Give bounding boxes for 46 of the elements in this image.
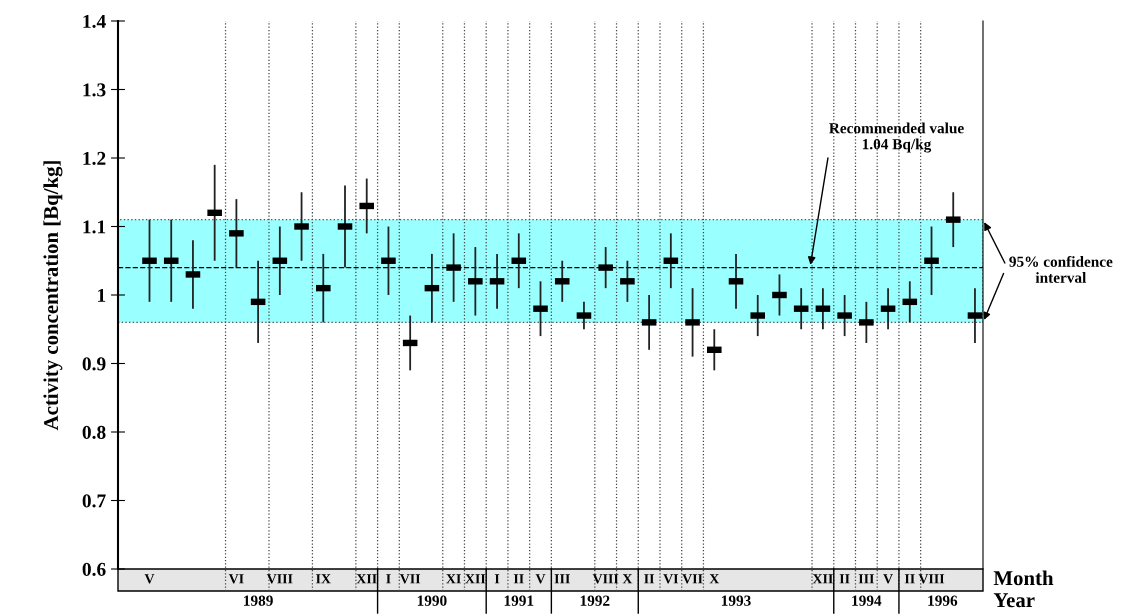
text: Year [993,593,1035,608]
x-tick-label: II [513,574,524,584]
text: 1989 [244,595,273,606]
y-tick-label: 0.9 [82,357,106,371]
x-tick-label: V [144,574,155,584]
text: 1990 [417,595,447,606]
x-tick-label: II [644,574,655,584]
text: 1994 [852,595,882,606]
text: 1992 [580,595,610,606]
x-tick-label: XII [812,574,833,584]
y-tick-label: 0.7 [82,494,106,508]
x-axis-title: Month [993,570,1054,586]
ref-line-label: Recommended value 1.04 Bq/kg [829,122,964,153]
y-tick-label: 1.1 [83,220,106,234]
y-tick-label: 1 [98,288,106,302]
x-tick-label: VI [663,574,679,584]
x-tick-label: VIII [266,574,293,584]
x-tick-label: VII [682,574,703,584]
x-tick-label: XII [465,574,486,584]
y-axis-title: Activity concentration [Bq/kg] [43,161,63,431]
x-tick-label: VIII [592,574,619,584]
y-tick-label: 0.8 [82,425,106,440]
x-tick-label: I [494,574,500,584]
x-tick-label: VI [228,574,244,584]
x-tick-label: II [904,574,915,584]
x-tick-label: VII [399,574,421,584]
y-tick-label: 1.4 [83,14,106,29]
y-tick-label: 1.2 [83,151,106,166]
text: 1991 [504,595,534,606]
x-tick-label: X [622,574,633,584]
band-label: 95% confidence interval [1009,255,1113,283]
y-tick-label: 1.3 [83,83,106,97]
text: 1996 [928,595,958,606]
x-tick-label: XII [356,574,377,584]
y-tick-label: 0.6 [82,562,106,577]
x-tick-label: III [554,574,570,584]
x-tick-label: VIII [918,574,945,584]
text: 1993 [721,595,751,606]
x-tick-label: III [858,574,874,584]
x-tick-label: XI [446,574,461,584]
x-tick-label: V [535,574,546,584]
x-tick-label: I [386,574,391,584]
x-tick-label: X [709,574,720,584]
x-tick-label: V [883,574,893,584]
x-tick-label: IX [316,574,331,584]
x-tick-label: II [839,574,850,584]
